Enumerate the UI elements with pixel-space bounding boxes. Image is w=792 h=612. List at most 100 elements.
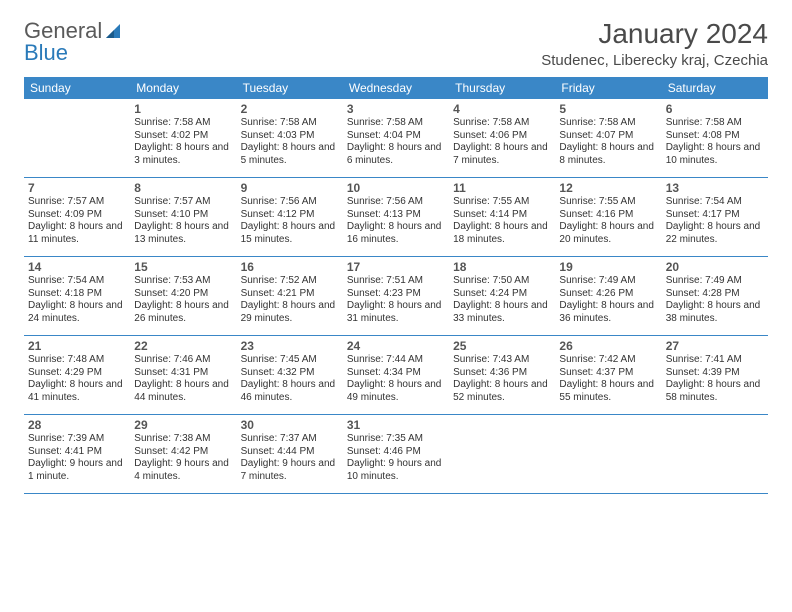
day-cell: 8Sunrise: 7:57 AMSunset: 4:10 PMDaylight…	[130, 178, 236, 256]
day-number: 29	[134, 418, 232, 432]
calendar: Sunday Monday Tuesday Wednesday Thursday…	[24, 77, 768, 494]
day-info: Sunrise: 7:38 AMSunset: 4:42 PMDaylight:…	[134, 433, 232, 483]
month-title: January 2024	[541, 18, 768, 50]
header: General January 2024 Studenec, Liberecky…	[24, 18, 768, 69]
day-cell	[555, 415, 661, 493]
weekday-sunday: Sunday	[24, 77, 130, 99]
day-info: Sunrise: 7:48 AMSunset: 4:29 PMDaylight:…	[28, 354, 126, 404]
day-number: 15	[134, 260, 232, 274]
week-row: 1Sunrise: 7:58 AMSunset: 4:02 PMDaylight…	[24, 99, 768, 178]
day-number: 31	[347, 418, 445, 432]
week-row: 28Sunrise: 7:39 AMSunset: 4:41 PMDayligh…	[24, 415, 768, 494]
day-cell: 25Sunrise: 7:43 AMSunset: 4:36 PMDayligh…	[449, 336, 555, 414]
day-info: Sunrise: 7:58 AMSunset: 4:07 PMDaylight:…	[559, 117, 657, 167]
day-cell	[24, 99, 130, 177]
day-info: Sunrise: 7:58 AMSunset: 4:02 PMDaylight:…	[134, 117, 232, 167]
weekday-monday: Monday	[130, 77, 236, 99]
day-number: 1	[134, 102, 232, 116]
weekday-header-row: Sunday Monday Tuesday Wednesday Thursday…	[24, 77, 768, 99]
day-cell: 11Sunrise: 7:55 AMSunset: 4:14 PMDayligh…	[449, 178, 555, 256]
day-number: 16	[241, 260, 339, 274]
day-number: 18	[453, 260, 551, 274]
day-number: 10	[347, 181, 445, 195]
day-info: Sunrise: 7:39 AMSunset: 4:41 PMDaylight:…	[28, 433, 126, 483]
day-number: 17	[347, 260, 445, 274]
day-cell: 10Sunrise: 7:56 AMSunset: 4:13 PMDayligh…	[343, 178, 449, 256]
day-info: Sunrise: 7:44 AMSunset: 4:34 PMDaylight:…	[347, 354, 445, 404]
weekday-saturday: Saturday	[662, 77, 768, 99]
day-cell: 3Sunrise: 7:58 AMSunset: 4:04 PMDaylight…	[343, 99, 449, 177]
day-info: Sunrise: 7:57 AMSunset: 4:09 PMDaylight:…	[28, 196, 126, 246]
day-number: 14	[28, 260, 126, 274]
logo-sail-icon	[104, 22, 124, 40]
day-number: 13	[666, 181, 764, 195]
day-number: 2	[241, 102, 339, 116]
day-number: 26	[559, 339, 657, 353]
location-text: Studenec, Liberecky kraj, Czechia	[541, 52, 768, 69]
weekday-wednesday: Wednesday	[343, 77, 449, 99]
day-info: Sunrise: 7:58 AMSunset: 4:06 PMDaylight:…	[453, 117, 551, 167]
day-number: 28	[28, 418, 126, 432]
day-number: 3	[347, 102, 445, 116]
day-cell: 28Sunrise: 7:39 AMSunset: 4:41 PMDayligh…	[24, 415, 130, 493]
day-info: Sunrise: 7:46 AMSunset: 4:31 PMDaylight:…	[134, 354, 232, 404]
day-info: Sunrise: 7:49 AMSunset: 4:28 PMDaylight:…	[666, 275, 764, 325]
day-info: Sunrise: 7:56 AMSunset: 4:12 PMDaylight:…	[241, 196, 339, 246]
day-info: Sunrise: 7:51 AMSunset: 4:23 PMDaylight:…	[347, 275, 445, 325]
logo-text-blue: Blue	[24, 40, 68, 66]
day-cell: 31Sunrise: 7:35 AMSunset: 4:46 PMDayligh…	[343, 415, 449, 493]
title-block: January 2024 Studenec, Liberecky kraj, C…	[541, 18, 768, 69]
day-number: 11	[453, 181, 551, 195]
day-info: Sunrise: 7:54 AMSunset: 4:17 PMDaylight:…	[666, 196, 764, 246]
day-cell: 29Sunrise: 7:38 AMSunset: 4:42 PMDayligh…	[130, 415, 236, 493]
day-info: Sunrise: 7:53 AMSunset: 4:20 PMDaylight:…	[134, 275, 232, 325]
day-info: Sunrise: 7:52 AMSunset: 4:21 PMDaylight:…	[241, 275, 339, 325]
day-info: Sunrise: 7:49 AMSunset: 4:26 PMDaylight:…	[559, 275, 657, 325]
day-info: Sunrise: 7:56 AMSunset: 4:13 PMDaylight:…	[347, 196, 445, 246]
day-cell	[662, 415, 768, 493]
day-cell: 20Sunrise: 7:49 AMSunset: 4:28 PMDayligh…	[662, 257, 768, 335]
day-number: 7	[28, 181, 126, 195]
day-number: 27	[666, 339, 764, 353]
day-number: 5	[559, 102, 657, 116]
day-info: Sunrise: 7:58 AMSunset: 4:04 PMDaylight:…	[347, 117, 445, 167]
weekday-thursday: Thursday	[449, 77, 555, 99]
day-cell: 26Sunrise: 7:42 AMSunset: 4:37 PMDayligh…	[555, 336, 661, 414]
day-info: Sunrise: 7:41 AMSunset: 4:39 PMDaylight:…	[666, 354, 764, 404]
day-number: 22	[134, 339, 232, 353]
day-number: 30	[241, 418, 339, 432]
week-row: 21Sunrise: 7:48 AMSunset: 4:29 PMDayligh…	[24, 336, 768, 415]
day-number: 23	[241, 339, 339, 353]
day-info: Sunrise: 7:35 AMSunset: 4:46 PMDaylight:…	[347, 433, 445, 483]
day-number: 25	[453, 339, 551, 353]
weekday-friday: Friday	[555, 77, 661, 99]
day-cell: 5Sunrise: 7:58 AMSunset: 4:07 PMDaylight…	[555, 99, 661, 177]
day-cell: 2Sunrise: 7:58 AMSunset: 4:03 PMDaylight…	[237, 99, 343, 177]
day-number: 6	[666, 102, 764, 116]
day-cell: 23Sunrise: 7:45 AMSunset: 4:32 PMDayligh…	[237, 336, 343, 414]
day-cell: 6Sunrise: 7:58 AMSunset: 4:08 PMDaylight…	[662, 99, 768, 177]
day-cell: 27Sunrise: 7:41 AMSunset: 4:39 PMDayligh…	[662, 336, 768, 414]
day-info: Sunrise: 7:37 AMSunset: 4:44 PMDaylight:…	[241, 433, 339, 483]
day-cell: 15Sunrise: 7:53 AMSunset: 4:20 PMDayligh…	[130, 257, 236, 335]
day-info: Sunrise: 7:54 AMSunset: 4:18 PMDaylight:…	[28, 275, 126, 325]
day-number: 21	[28, 339, 126, 353]
day-cell: 19Sunrise: 7:49 AMSunset: 4:26 PMDayligh…	[555, 257, 661, 335]
day-cell: 14Sunrise: 7:54 AMSunset: 4:18 PMDayligh…	[24, 257, 130, 335]
day-cell: 13Sunrise: 7:54 AMSunset: 4:17 PMDayligh…	[662, 178, 768, 256]
day-cell: 17Sunrise: 7:51 AMSunset: 4:23 PMDayligh…	[343, 257, 449, 335]
day-cell: 7Sunrise: 7:57 AMSunset: 4:09 PMDaylight…	[24, 178, 130, 256]
day-info: Sunrise: 7:43 AMSunset: 4:36 PMDaylight:…	[453, 354, 551, 404]
day-number: 20	[666, 260, 764, 274]
day-number: 8	[134, 181, 232, 195]
day-cell: 30Sunrise: 7:37 AMSunset: 4:44 PMDayligh…	[237, 415, 343, 493]
day-info: Sunrise: 7:42 AMSunset: 4:37 PMDaylight:…	[559, 354, 657, 404]
day-cell: 1Sunrise: 7:58 AMSunset: 4:02 PMDaylight…	[130, 99, 236, 177]
day-cell: 24Sunrise: 7:44 AMSunset: 4:34 PMDayligh…	[343, 336, 449, 414]
day-cell: 16Sunrise: 7:52 AMSunset: 4:21 PMDayligh…	[237, 257, 343, 335]
week-row: 7Sunrise: 7:57 AMSunset: 4:09 PMDaylight…	[24, 178, 768, 257]
day-cell: 21Sunrise: 7:48 AMSunset: 4:29 PMDayligh…	[24, 336, 130, 414]
day-cell: 9Sunrise: 7:56 AMSunset: 4:12 PMDaylight…	[237, 178, 343, 256]
day-cell: 12Sunrise: 7:55 AMSunset: 4:16 PMDayligh…	[555, 178, 661, 256]
weeks-container: 1Sunrise: 7:58 AMSunset: 4:02 PMDaylight…	[24, 99, 768, 494]
